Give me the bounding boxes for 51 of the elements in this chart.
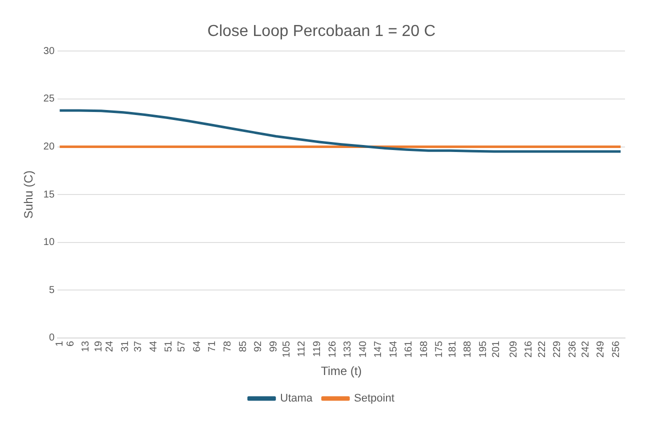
x-tick-label: 71 bbox=[207, 340, 218, 352]
x-tick-label: 24 bbox=[104, 340, 116, 352]
x-tick-label: 133 bbox=[342, 340, 354, 358]
x-tick-label: 19 bbox=[94, 340, 105, 352]
x-tick-label: 37 bbox=[133, 340, 144, 352]
x-tick-label: 119 bbox=[312, 340, 324, 357]
x-tick-label: 209 bbox=[508, 340, 520, 358]
x-tick-label: 85 bbox=[238, 340, 249, 352]
x-tick-label: 236 bbox=[567, 340, 578, 358]
x-tick-label: 147 bbox=[373, 340, 384, 358]
x-tick-label: 229 bbox=[552, 340, 564, 358]
x-axis-title: Time (t) bbox=[320, 364, 362, 378]
y-tick-label: 5 bbox=[48, 284, 55, 296]
y-tick-label: 0 bbox=[48, 332, 55, 344]
x-tick-label: 242 bbox=[580, 340, 592, 358]
x-tick-label: 92 bbox=[253, 340, 264, 352]
x-tick-label: 112 bbox=[296, 340, 308, 357]
y-axis-title: Suhu (C) bbox=[22, 170, 36, 219]
x-tick-label: 222 bbox=[536, 340, 548, 358]
x-tick-label: 51 bbox=[164, 340, 175, 352]
x-tick-label: 168 bbox=[418, 340, 430, 358]
x-tick-label: 188 bbox=[462, 340, 474, 358]
x-tick-label: 175 bbox=[434, 340, 446, 358]
x-tick-label: 154 bbox=[388, 340, 400, 358]
x-tick-label: 201 bbox=[490, 340, 502, 358]
x-tick-label: 57 bbox=[176, 340, 188, 352]
x-tick-label: 78 bbox=[222, 340, 234, 352]
x-tick-label: 140 bbox=[358, 340, 369, 358]
x-tick-label: 161 bbox=[404, 340, 415, 358]
x-tick-label: 44 bbox=[148, 340, 160, 352]
legend-label: Utama bbox=[280, 392, 314, 405]
x-tick-label: 216 bbox=[524, 340, 535, 358]
x-tick-label: 64 bbox=[192, 340, 203, 352]
x-tick-label: 256 bbox=[611, 340, 622, 358]
y-tick-label: 30 bbox=[43, 46, 55, 57]
y-tick-label: 10 bbox=[43, 237, 55, 248]
x-tick-label: 126 bbox=[327, 340, 338, 358]
x-tick-label: 249 bbox=[596, 340, 607, 358]
x-tick-label: 99 bbox=[268, 340, 280, 352]
x-tick-label: 31 bbox=[120, 340, 131, 352]
x-tick-label: 181 bbox=[447, 340, 458, 358]
legend-label: Setpoint bbox=[354, 392, 394, 405]
y-tick-label: 25 bbox=[43, 94, 55, 105]
x-tick-label: 1 bbox=[54, 340, 66, 346]
x-tick-label: 6 bbox=[65, 340, 76, 346]
x-tick-label: 195 bbox=[478, 340, 489, 358]
x-tick-label: 13 bbox=[80, 340, 92, 352]
y-tick-label: 20 bbox=[43, 142, 55, 153]
y-tick-label: 15 bbox=[43, 189, 55, 200]
chart-title: Close Loop Percobaan 1 = 20 C bbox=[207, 23, 436, 40]
x-tick-label: 105 bbox=[281, 340, 292, 358]
